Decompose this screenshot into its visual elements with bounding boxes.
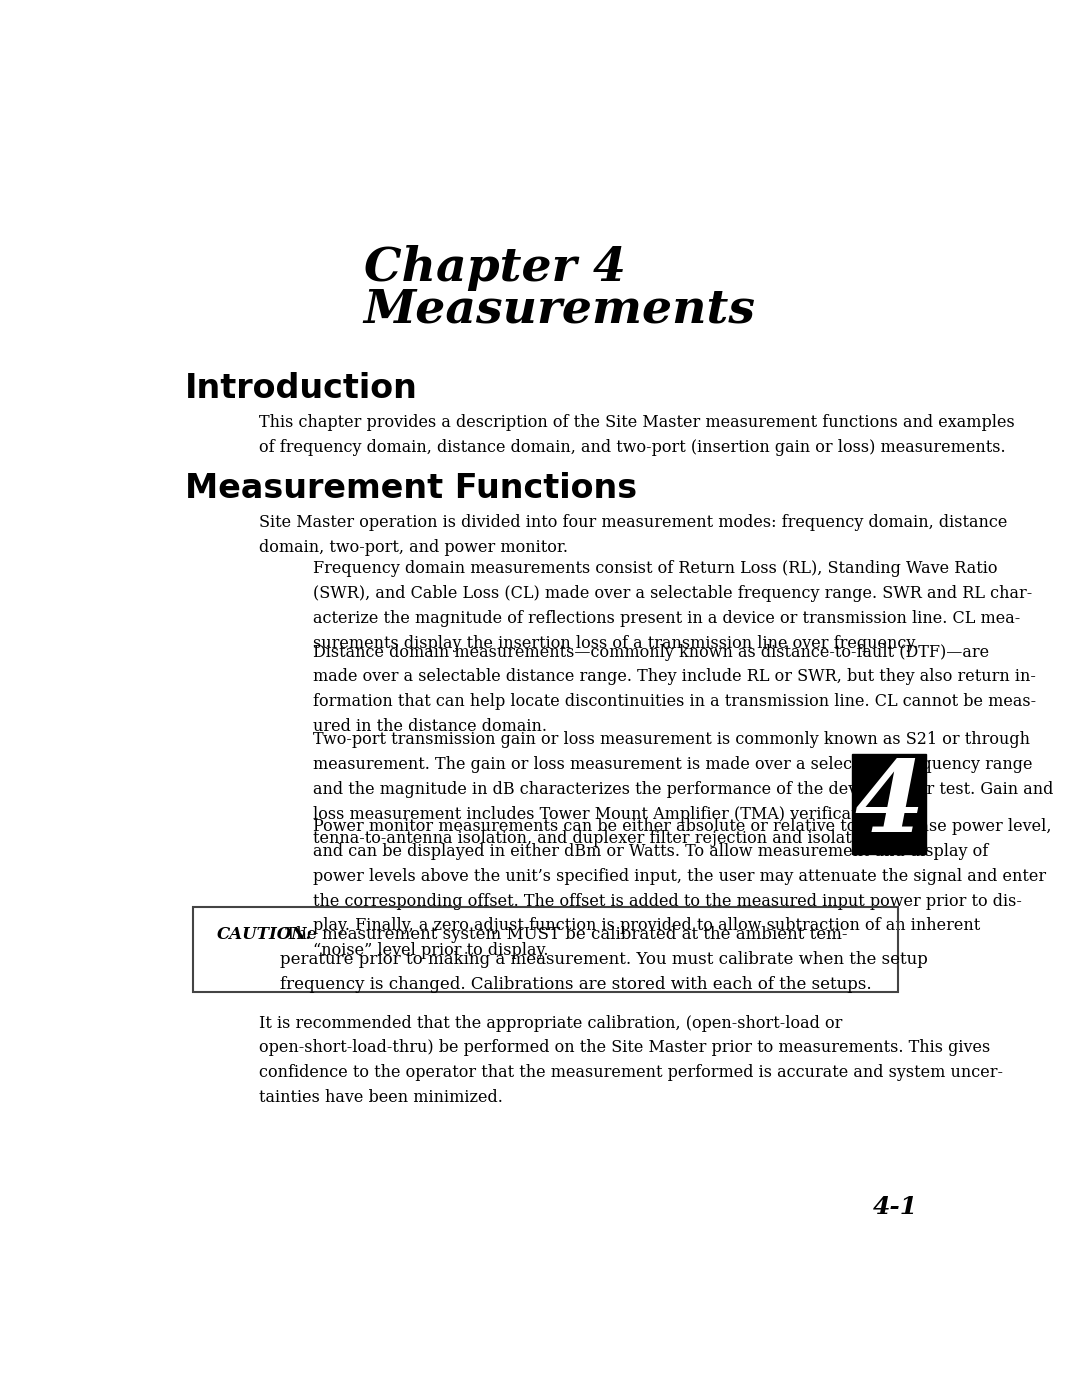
Text: Power monitor measurements can be either absolute or relative to some base power: Power monitor measurements can be either… bbox=[313, 819, 1052, 960]
Text: Frequency domain measurements consist of Return Loss (RL), Standing Wave Ratio
(: Frequency domain measurements consist of… bbox=[313, 560, 1032, 652]
Bar bbox=[852, 754, 926, 855]
Bar bbox=[193, 907, 899, 992]
Text: Distance domain measurements—commonly known as distance-to-fault (DTF)—are
made : Distance domain measurements—commonly kn… bbox=[313, 644, 1037, 735]
Text: CAUTION:: CAUTION: bbox=[216, 926, 312, 943]
Text: Chapter 4: Chapter 4 bbox=[364, 244, 625, 291]
Text: Introduction: Introduction bbox=[186, 372, 418, 405]
Text: Site Master operation is divided into four measurement modes: frequency domain, : Site Master operation is divided into fo… bbox=[259, 514, 1008, 556]
Text: Two-port transmission gain or loss measurement is commonly known as S21 or throu: Two-port transmission gain or loss measu… bbox=[313, 731, 1054, 848]
Text: It is recommended that the appropriate calibration, (open-short-load or
open-sho: It is recommended that the appropriate c… bbox=[259, 1014, 1003, 1106]
Text: The measurement system MUST be calibrated at the ambient tem-
perature prior to : The measurement system MUST be calibrate… bbox=[280, 926, 928, 993]
Text: Measurement Functions: Measurement Functions bbox=[186, 472, 637, 504]
Text: This chapter provides a description of the Site Master measurement functions and: This chapter provides a description of t… bbox=[259, 414, 1015, 455]
Text: Measurements: Measurements bbox=[364, 286, 756, 332]
Text: 4: 4 bbox=[854, 756, 923, 852]
Text: 4-1: 4-1 bbox=[873, 1194, 918, 1218]
